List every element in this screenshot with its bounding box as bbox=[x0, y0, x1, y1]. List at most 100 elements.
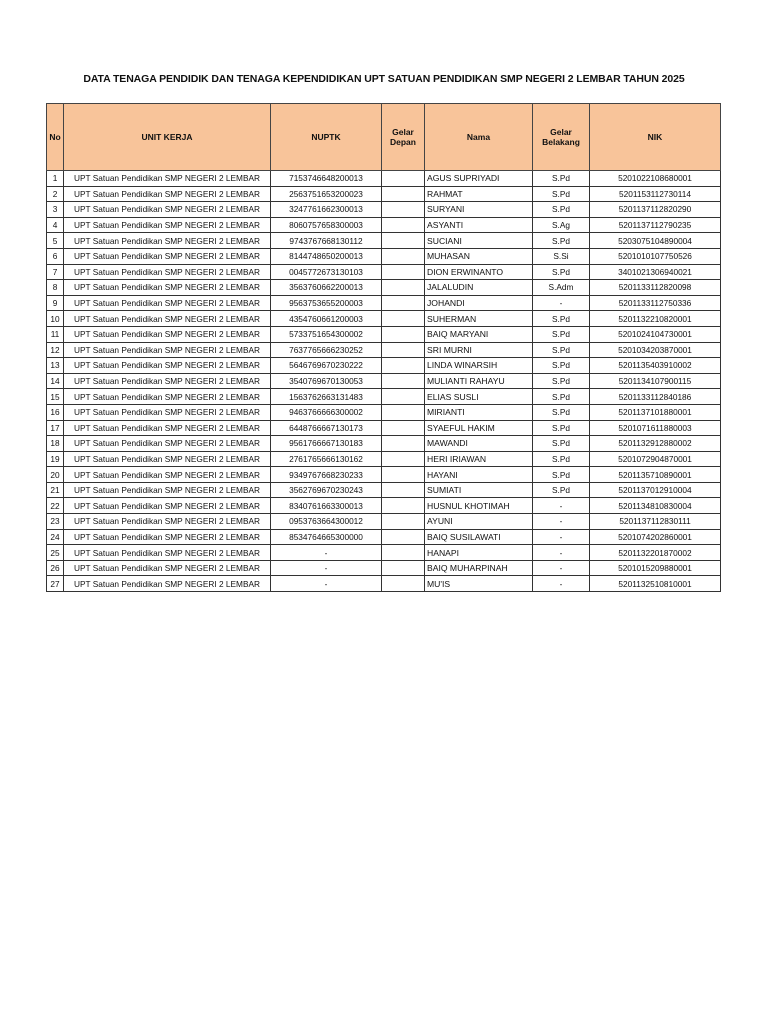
cell-nama: AYUNI bbox=[424, 513, 533, 530]
cell-nuptk: 9563753655200003 bbox=[270, 294, 382, 312]
staff-table: No UNIT KERJA NUPTK Gelar Depan Nama Gela… bbox=[46, 103, 721, 593]
table-row: 26 UPT Satuan Pendidikan SMP NEGERI 2 LEM… bbox=[46, 559, 721, 577]
table-row: 14 UPT Satuan Pendidikan SMP NEGERI 2 LEM… bbox=[46, 372, 721, 390]
cell-gelar-depan bbox=[381, 575, 425, 593]
cell-nuptk: 2761765666130162 bbox=[270, 450, 382, 468]
cell-no: 19 bbox=[46, 450, 64, 468]
cell-gelar-belakang: - bbox=[532, 497, 590, 515]
table-row: 11 UPT Satuan Pendidikan SMP NEGERI 2 LEM… bbox=[46, 325, 721, 343]
cell-gelar-depan bbox=[381, 357, 425, 374]
cell-no: 21 bbox=[46, 481, 64, 499]
cell-nuptk: 3562769670230243 bbox=[270, 481, 382, 499]
table-row: 7 UPT Satuan Pendidikan SMP NEGERI 2 LEMB… bbox=[46, 263, 721, 281]
cell-no: 24 bbox=[46, 528, 64, 546]
cell-nama: ASYANTI bbox=[424, 216, 533, 234]
cell-no: 14 bbox=[46, 372, 64, 390]
cell-nama: HERI IRIAWAN bbox=[424, 450, 533, 468]
cell-no: 5 bbox=[46, 232, 64, 249]
header-nik: NIK bbox=[589, 103, 721, 171]
table-row: 18 UPT Satuan Pendidikan SMP NEGERI 2 LEM… bbox=[46, 435, 721, 452]
header-gelar-depan: Gelar Depan bbox=[381, 103, 425, 171]
cell-gelar-belakang: S.Pd bbox=[532, 185, 590, 203]
header-gelar-depan-line1: Gelar bbox=[392, 127, 414, 137]
table-row: 23 UPT Satuan Pendidikan SMP NEGERI 2 LEM… bbox=[46, 513, 721, 530]
cell-nama: BAIQ SUSILAWATI bbox=[424, 528, 533, 546]
cell-gelar-depan bbox=[381, 247, 425, 265]
table-row: 21 UPT Satuan Pendidikan SMP NEGERI 2 LEM… bbox=[46, 481, 721, 499]
cell-gelar-belakang: S.Pd bbox=[532, 357, 590, 374]
cell-nuptk: 4354760661200003 bbox=[270, 310, 382, 327]
cell-unit-kerja: UPT Satuan Pendidikan SMP NEGERI 2 LEMBA… bbox=[63, 419, 271, 437]
cell-nik: 5201153112730114 bbox=[589, 185, 721, 203]
cell-nik: 3401021306940021 bbox=[589, 263, 721, 281]
cell-nama: HANAPI bbox=[424, 544, 533, 561]
cell-nuptk: 7153746648200013 bbox=[270, 170, 382, 187]
cell-nuptk: - bbox=[270, 544, 382, 561]
cell-unit-kerja: UPT Satuan Pendidikan SMP NEGERI 2 LEMBA… bbox=[63, 247, 271, 265]
cell-no: 7 bbox=[46, 263, 64, 281]
cell-nuptk: 8060757658300003 bbox=[270, 216, 382, 234]
cell-no: 17 bbox=[46, 419, 64, 437]
cell-gelar-depan bbox=[381, 513, 425, 530]
table-row: 13 UPT Satuan Pendidikan SMP NEGERI 2 LEM… bbox=[46, 357, 721, 374]
cell-nik: 5201133112820098 bbox=[589, 279, 721, 296]
cell-gelar-belakang: S.Adm bbox=[532, 279, 590, 296]
cell-nik: 5201133112750336 bbox=[589, 294, 721, 312]
cell-nuptk: 9561766667130183 bbox=[270, 435, 382, 452]
cell-unit-kerja: UPT Satuan Pendidikan SMP NEGERI 2 LEMBA… bbox=[63, 450, 271, 468]
cell-nik: 5201022108680001 bbox=[589, 170, 721, 187]
cell-gelar-belakang: S.Pd bbox=[532, 325, 590, 343]
cell-no: 3 bbox=[46, 201, 64, 218]
table-row: 8 UPT Satuan Pendidikan SMP NEGERI 2 LEMB… bbox=[46, 279, 721, 296]
cell-no: 26 bbox=[46, 559, 64, 577]
cell-nik: 5201132912880002 bbox=[589, 435, 721, 452]
cell-nuptk: 0045772673130103 bbox=[270, 263, 382, 281]
cell-nik: 5201071611880003 bbox=[589, 419, 721, 437]
cell-gelar-belakang: - bbox=[532, 544, 590, 561]
cell-unit-kerja: UPT Satuan Pendidikan SMP NEGERI 2 LEMBA… bbox=[63, 341, 271, 359]
table-row: 27 UPT Satuan Pendidikan SMP NEGERI 2 LEM… bbox=[46, 575, 721, 593]
cell-nik: 5201072904870001 bbox=[589, 450, 721, 468]
cell-no: 1 bbox=[46, 170, 64, 187]
cell-nama: SUMIATI bbox=[424, 481, 533, 499]
cell-nik: 5201132510810001 bbox=[589, 575, 721, 593]
cell-nuptk: 9463766666300002 bbox=[270, 403, 382, 421]
table-row: 12 UPT Satuan Pendidikan SMP NEGERI 2 LEM… bbox=[46, 341, 721, 359]
cell-nuptk: 8534764665300000 bbox=[270, 528, 382, 546]
cell-gelar-belakang: - bbox=[532, 559, 590, 577]
cell-gelar-depan bbox=[381, 419, 425, 437]
cell-unit-kerja: UPT Satuan Pendidikan SMP NEGERI 2 LEMBA… bbox=[63, 372, 271, 390]
cell-unit-kerja: UPT Satuan Pendidikan SMP NEGERI 2 LEMBA… bbox=[63, 481, 271, 499]
table-row: 25 UPT Satuan Pendidikan SMP NEGERI 2 LEM… bbox=[46, 544, 721, 561]
cell-gelar-belakang: - bbox=[532, 575, 590, 593]
cell-no: 11 bbox=[46, 325, 64, 343]
cell-nik: 5201134810830004 bbox=[589, 497, 721, 515]
table-row: 17 UPT Satuan Pendidikan SMP NEGERI 2 LEM… bbox=[46, 419, 721, 437]
cell-unit-kerja: UPT Satuan Pendidikan SMP NEGERI 2 LEMBA… bbox=[63, 513, 271, 530]
cell-gelar-depan bbox=[381, 341, 425, 359]
cell-gelar-belakang: S.Si bbox=[532, 247, 590, 265]
cell-nama: HUSNUL KHOTIMAH bbox=[424, 497, 533, 515]
table-row: 5 UPT Satuan Pendidikan SMP NEGERI 2 LEMB… bbox=[46, 232, 721, 249]
cell-no: 18 bbox=[46, 435, 64, 452]
cell-gelar-belakang: S.Pd bbox=[532, 201, 590, 218]
table-row: 19 UPT Satuan Pendidikan SMP NEGERI 2 LEM… bbox=[46, 450, 721, 468]
cell-unit-kerja: UPT Satuan Pendidikan SMP NEGERI 2 LEMBA… bbox=[63, 201, 271, 218]
cell-no: 23 bbox=[46, 513, 64, 530]
cell-nama: SUCIANI bbox=[424, 232, 533, 249]
cell-gelar-depan bbox=[381, 481, 425, 499]
cell-no: 22 bbox=[46, 497, 64, 515]
cell-unit-kerja: UPT Satuan Pendidikan SMP NEGERI 2 LEMBA… bbox=[63, 263, 271, 281]
cell-gelar-belakang: - bbox=[532, 513, 590, 530]
cell-nuptk: - bbox=[270, 559, 382, 577]
cell-gelar-belakang: S.Pd bbox=[532, 372, 590, 390]
cell-unit-kerja: UPT Satuan Pendidikan SMP NEGERI 2 LEMBA… bbox=[63, 310, 271, 327]
cell-nik: 5203075104890004 bbox=[589, 232, 721, 249]
table-row: 2 UPT Satuan Pendidikan SMP NEGERI 2 LEMB… bbox=[46, 185, 721, 203]
cell-nama: MIRIANTI bbox=[424, 403, 533, 421]
cell-unit-kerja: UPT Satuan Pendidikan SMP NEGERI 2 LEMBA… bbox=[63, 325, 271, 343]
cell-nik: 5201135403910002 bbox=[589, 357, 721, 374]
cell-nama: JALALUDIN bbox=[424, 279, 533, 296]
cell-unit-kerja: UPT Satuan Pendidikan SMP NEGERI 2 LEMBA… bbox=[63, 544, 271, 561]
cell-gelar-depan bbox=[381, 310, 425, 327]
